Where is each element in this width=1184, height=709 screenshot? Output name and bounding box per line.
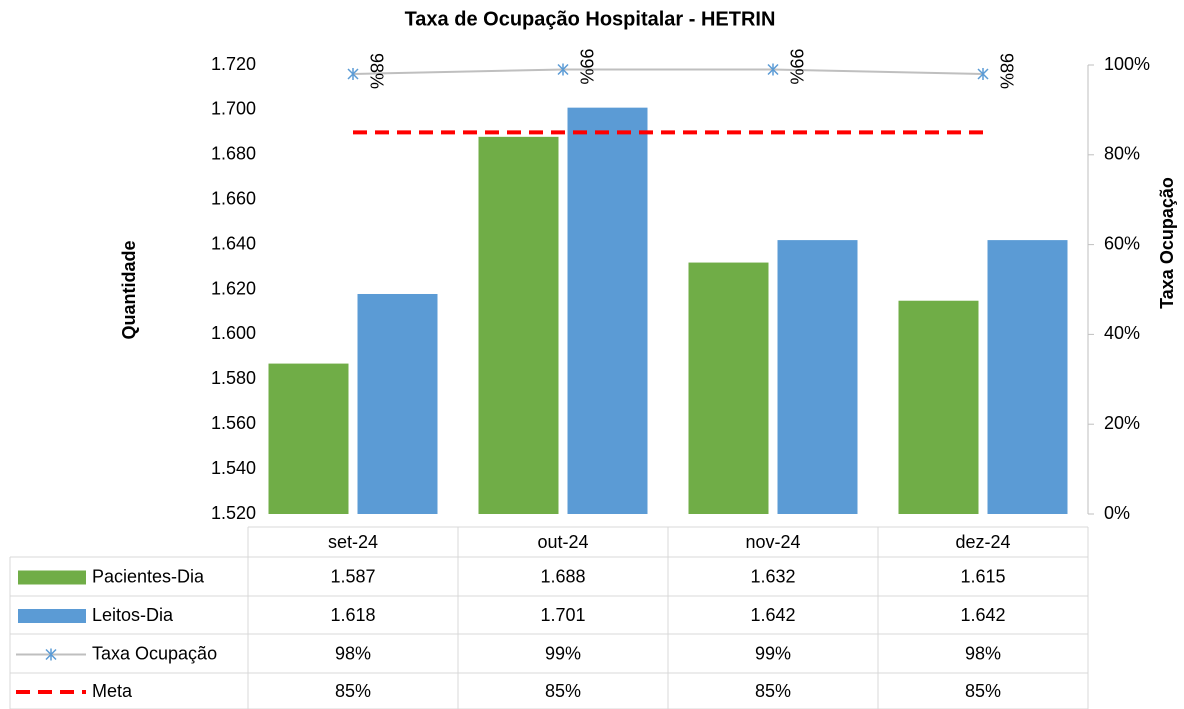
y-axis-title: Quantidade	[119, 240, 139, 339]
table-value: 1.642	[750, 605, 795, 625]
data-label: 98%	[366, 53, 386, 89]
chart-title: Taxa de Ocupação Hospitalar - HETRIN	[405, 8, 776, 30]
bar	[688, 262, 769, 514]
bar	[777, 240, 858, 515]
bar	[268, 363, 349, 514]
bar	[987, 240, 1068, 515]
table-value: 85%	[335, 681, 371, 701]
y2-axis-title: Taxa Ocupação	[1157, 177, 1177, 309]
y2-tick-label: 80%	[1104, 144, 1140, 164]
legend-key	[18, 609, 86, 623]
data-label: 98%	[996, 53, 1016, 89]
x-tick-label: set-24	[328, 532, 378, 552]
y2-tick-label: 60%	[1104, 233, 1140, 253]
table-value: 85%	[755, 681, 791, 701]
y2-tick-label: 0%	[1104, 503, 1130, 523]
x-tick-label: out-24	[537, 532, 588, 552]
y-tick-label: 1.520	[211, 503, 256, 523]
y-tick-label: 1.700	[211, 99, 256, 119]
data-label: 99%	[576, 48, 596, 84]
y-tick-label: 1.640	[211, 233, 256, 253]
y-tick-label: 1.680	[211, 144, 256, 164]
table-value: 1.618	[330, 605, 375, 625]
legend-key	[18, 570, 86, 585]
marker	[767, 63, 779, 76]
table-value: 1.615	[960, 566, 1005, 586]
y2-tick-label: 20%	[1104, 413, 1140, 433]
bar	[898, 300, 979, 514]
table-value: 99%	[755, 643, 791, 663]
table-value: 1.642	[960, 605, 1005, 625]
table-value: 85%	[545, 681, 581, 701]
line	[352, 68, 984, 75]
bar	[478, 136, 559, 514]
bar	[357, 293, 438, 514]
marker	[557, 63, 569, 76]
y2-tick-label: 100%	[1104, 54, 1150, 74]
legend-key-marker	[45, 648, 57, 661]
y2-tick-label: 40%	[1104, 323, 1140, 343]
legend-label: Pacientes-Dia	[92, 566, 205, 586]
table-value: 1.587	[330, 566, 375, 586]
marker	[977, 67, 989, 80]
table-value: 85%	[965, 681, 1001, 701]
bar	[567, 107, 648, 514]
legend-label: Leitos-Dia	[92, 605, 174, 625]
table-value: 98%	[965, 643, 1001, 663]
table-value: 1.632	[750, 566, 795, 586]
y-tick-label: 1.560	[211, 413, 256, 433]
legend-label: Meta	[92, 681, 133, 701]
y-tick-label: 1.540	[211, 458, 256, 478]
table-value: 99%	[545, 643, 581, 663]
x-tick-label: nov-24	[745, 532, 800, 552]
table-value: 1.688	[540, 566, 585, 586]
y-tick-label: 1.580	[211, 368, 256, 388]
marker	[347, 67, 359, 80]
y-tick-label: 1.660	[211, 188, 256, 208]
data-label: 99%	[786, 48, 806, 84]
table-value: 1.701	[540, 605, 585, 625]
y-tick-label: 1.620	[211, 278, 256, 298]
y-tick-label: 1.600	[211, 323, 256, 343]
x-tick-label: dez-24	[955, 532, 1010, 552]
table-value: 98%	[335, 643, 371, 663]
y-tick-label: 1.720	[211, 54, 256, 74]
legend-label: Taxa Ocupação	[92, 643, 217, 663]
